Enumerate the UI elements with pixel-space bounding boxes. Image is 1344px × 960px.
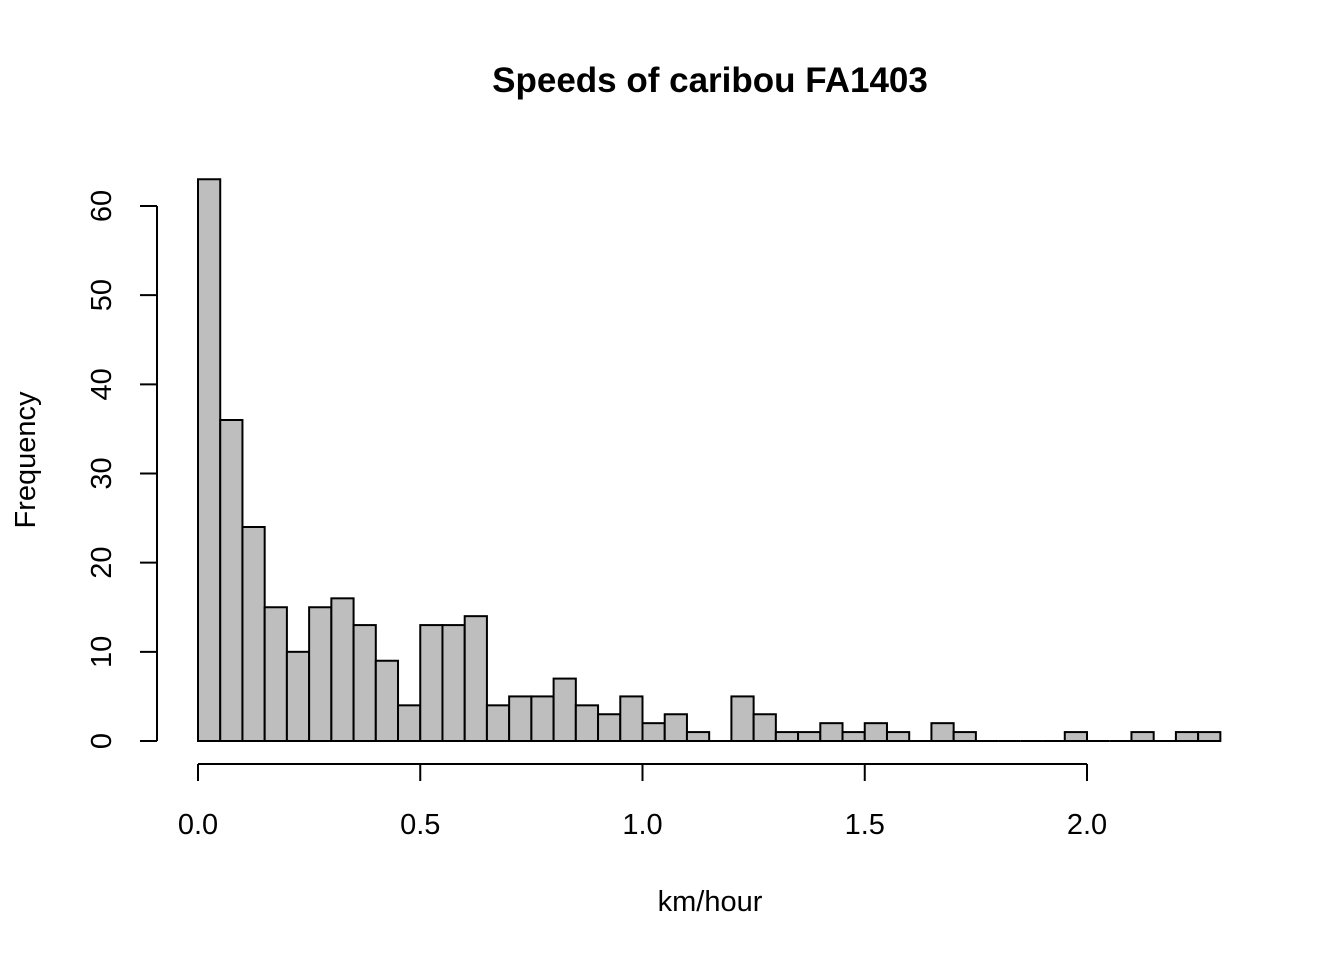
y-tick-label: 30 (86, 457, 118, 489)
x-tick-label: 0.0 (178, 809, 218, 841)
histogram-bar (374, 659, 400, 742)
histogram-bar (1063, 731, 1089, 742)
x-axis-label: km/hour (658, 886, 763, 918)
chart-title: Speeds of caribou FA1403 (492, 61, 928, 100)
histogram-bar (352, 624, 377, 742)
histogram-bar (1130, 731, 1155, 742)
y-tick-label: 10 (86, 636, 118, 668)
histogram-bar (263, 606, 288, 742)
histogram-bar (797, 731, 822, 742)
histogram-bar (219, 419, 244, 742)
histogram-bar (441, 624, 466, 742)
y-tick-label: 40 (86, 368, 118, 400)
x-tick-label: 1.5 (845, 809, 885, 841)
x-tick-label: 2.0 (1067, 809, 1107, 841)
y-axis: 0 10 20 30 40 50 60 (86, 190, 158, 749)
histogram-bar (530, 695, 555, 743)
histogram-bar (774, 731, 800, 742)
histogram-bar (419, 624, 444, 742)
x-axis: 0.0 0.5 1.0 1.5 2.0 (178, 763, 1107, 841)
histogram-bar (885, 731, 911, 742)
histogram-bar (752, 713, 777, 742)
y-tick-label: 50 (86, 279, 118, 311)
x-tick-label: 1.0 (622, 809, 662, 841)
histogram-bar (730, 695, 755, 743)
histogram-bar (552, 677, 577, 742)
bars-group (197, 178, 1222, 743)
histogram-bar (308, 606, 333, 742)
y-tick-label: 20 (86, 547, 118, 579)
histogram-bar (1174, 731, 1200, 742)
y-axis-label: Frequency (10, 391, 42, 529)
histogram-bar (330, 597, 355, 742)
histogram-bar (197, 178, 222, 742)
histogram-bar (597, 713, 622, 742)
histogram-bar (574, 704, 600, 742)
histogram-bar (397, 704, 422, 742)
histogram-bar (1197, 731, 1222, 742)
x-tick-label: 0.5 (400, 809, 440, 841)
histogram-bar (930, 722, 955, 743)
histogram-bar (841, 731, 866, 742)
histogram-bar (663, 713, 688, 742)
histogram-bar (241, 526, 266, 742)
histogram-bar (685, 731, 711, 742)
histogram-bar (485, 704, 511, 742)
histogram-bar (508, 695, 533, 743)
y-tick-label: 0 (86, 733, 118, 749)
histogram-bar (819, 722, 844, 743)
histogram-bar (641, 722, 666, 743)
y-tick-label: 60 (86, 190, 118, 222)
histogram-bar (863, 722, 888, 743)
histogram-bar (285, 650, 311, 742)
histogram-bar (952, 731, 977, 742)
histogram-bar (619, 695, 644, 743)
histogram-bar (463, 615, 488, 743)
